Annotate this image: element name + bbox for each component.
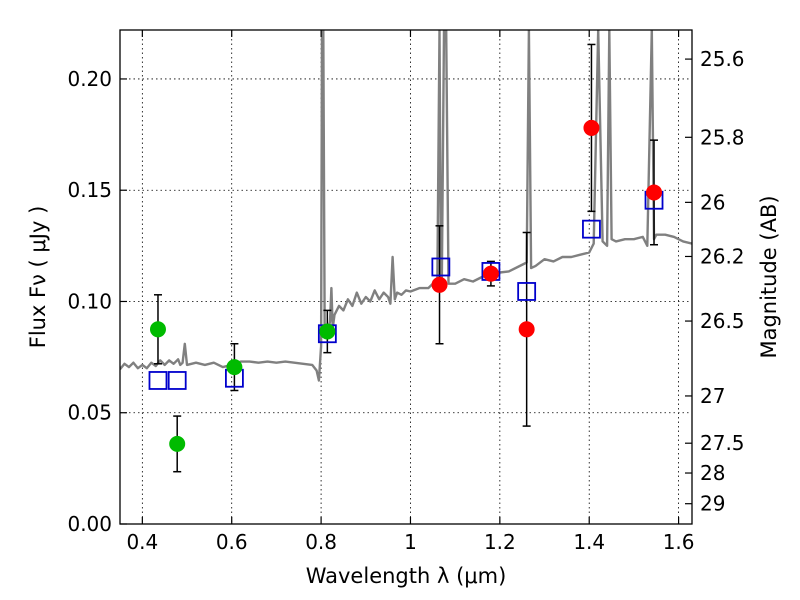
photometry-point — [169, 435, 186, 452]
model-photometry-square — [517, 282, 537, 301]
x-tick-label: 1.6 — [663, 530, 695, 554]
mag-tick-label: 26 — [700, 190, 725, 214]
model-spectrum-line — [120, 30, 692, 382]
mag-tick-label: 26.2 — [700, 244, 745, 268]
model-photometry-square — [431, 257, 451, 277]
model-photometry-square — [582, 219, 601, 239]
plot-area — [120, 30, 692, 473]
axis-ticks: 0.4 0.6 0.8 1 1.2 1.4 1.6 0.00 0.05 0.10 0.15 0.20 2… — [67, 30, 745, 554]
plot-frame — [119, 29, 693, 525]
photometry-point — [518, 321, 535, 338]
x-tick-label: 1.2 — [484, 530, 516, 554]
y-tick-label: 0.15 — [67, 178, 112, 202]
y-tick-label: 0.20 — [67, 67, 112, 91]
x-tick-label: 0.6 — [216, 530, 248, 554]
photometry-point — [482, 265, 499, 282]
y-tick-label: 0.00 — [67, 512, 112, 536]
mag-tick-label: 27 — [700, 384, 725, 408]
y-tick-label: 0.10 — [67, 289, 112, 313]
photometry-point — [319, 323, 336, 340]
x-tick-label: 0.4 — [126, 530, 158, 554]
photometry-point — [431, 276, 448, 293]
x-tick-label: 0.8 — [305, 530, 337, 554]
photometry-point — [226, 359, 243, 376]
photometry-point — [149, 321, 166, 338]
mag-tick-label: 25.8 — [700, 125, 745, 149]
mag-tick-label: 28 — [700, 461, 725, 485]
mag-tick-label: 29 — [700, 492, 725, 516]
model-photometry-square — [167, 371, 187, 390]
x-tick-label: 1 — [404, 530, 417, 554]
model-photometry-square — [148, 371, 168, 390]
photometry-point — [646, 184, 663, 201]
x-tick-label: 1.4 — [573, 530, 605, 554]
photometry-point — [583, 119, 600, 136]
y-axis-right-label: Magnitude (AB) — [757, 195, 781, 358]
mag-tick-label: 27.5 — [700, 431, 745, 455]
mag-tick-label: 26.5 — [700, 309, 745, 333]
x-axis-label: Wavelength λ (μm) — [306, 564, 507, 588]
y-tick-label: 0.05 — [67, 401, 112, 425]
y-axis-label: Flux Fν ( μJy ) — [26, 206, 50, 349]
mag-tick-label: 25.6 — [700, 47, 745, 71]
